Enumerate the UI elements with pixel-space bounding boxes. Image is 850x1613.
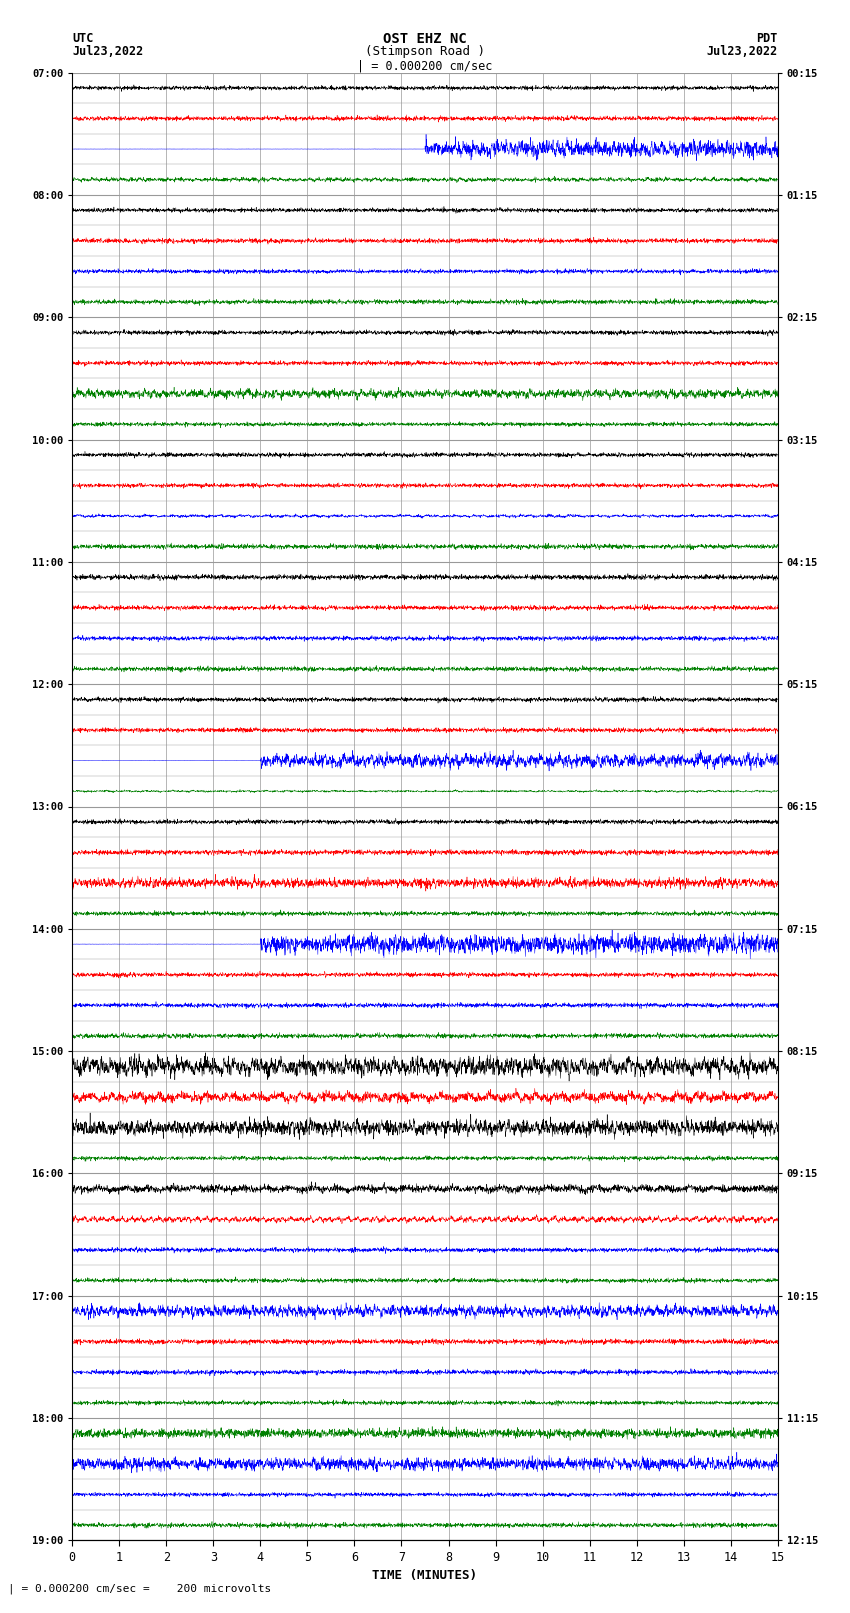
Text: UTC: UTC — [72, 32, 94, 45]
Text: OST EHZ NC: OST EHZ NC — [383, 32, 467, 47]
Text: Jul23,2022: Jul23,2022 — [706, 45, 778, 58]
X-axis label: TIME (MINUTES): TIME (MINUTES) — [372, 1569, 478, 1582]
Text: Jul23,2022: Jul23,2022 — [72, 45, 144, 58]
Text: PDT: PDT — [756, 32, 778, 45]
Text: (Stimpson Road ): (Stimpson Road ) — [365, 45, 485, 58]
Text: | = 0.000200 cm/sec: | = 0.000200 cm/sec — [357, 60, 493, 73]
Text: | = 0.000200 cm/sec =    200 microvolts: | = 0.000200 cm/sec = 200 microvolts — [8, 1582, 272, 1594]
